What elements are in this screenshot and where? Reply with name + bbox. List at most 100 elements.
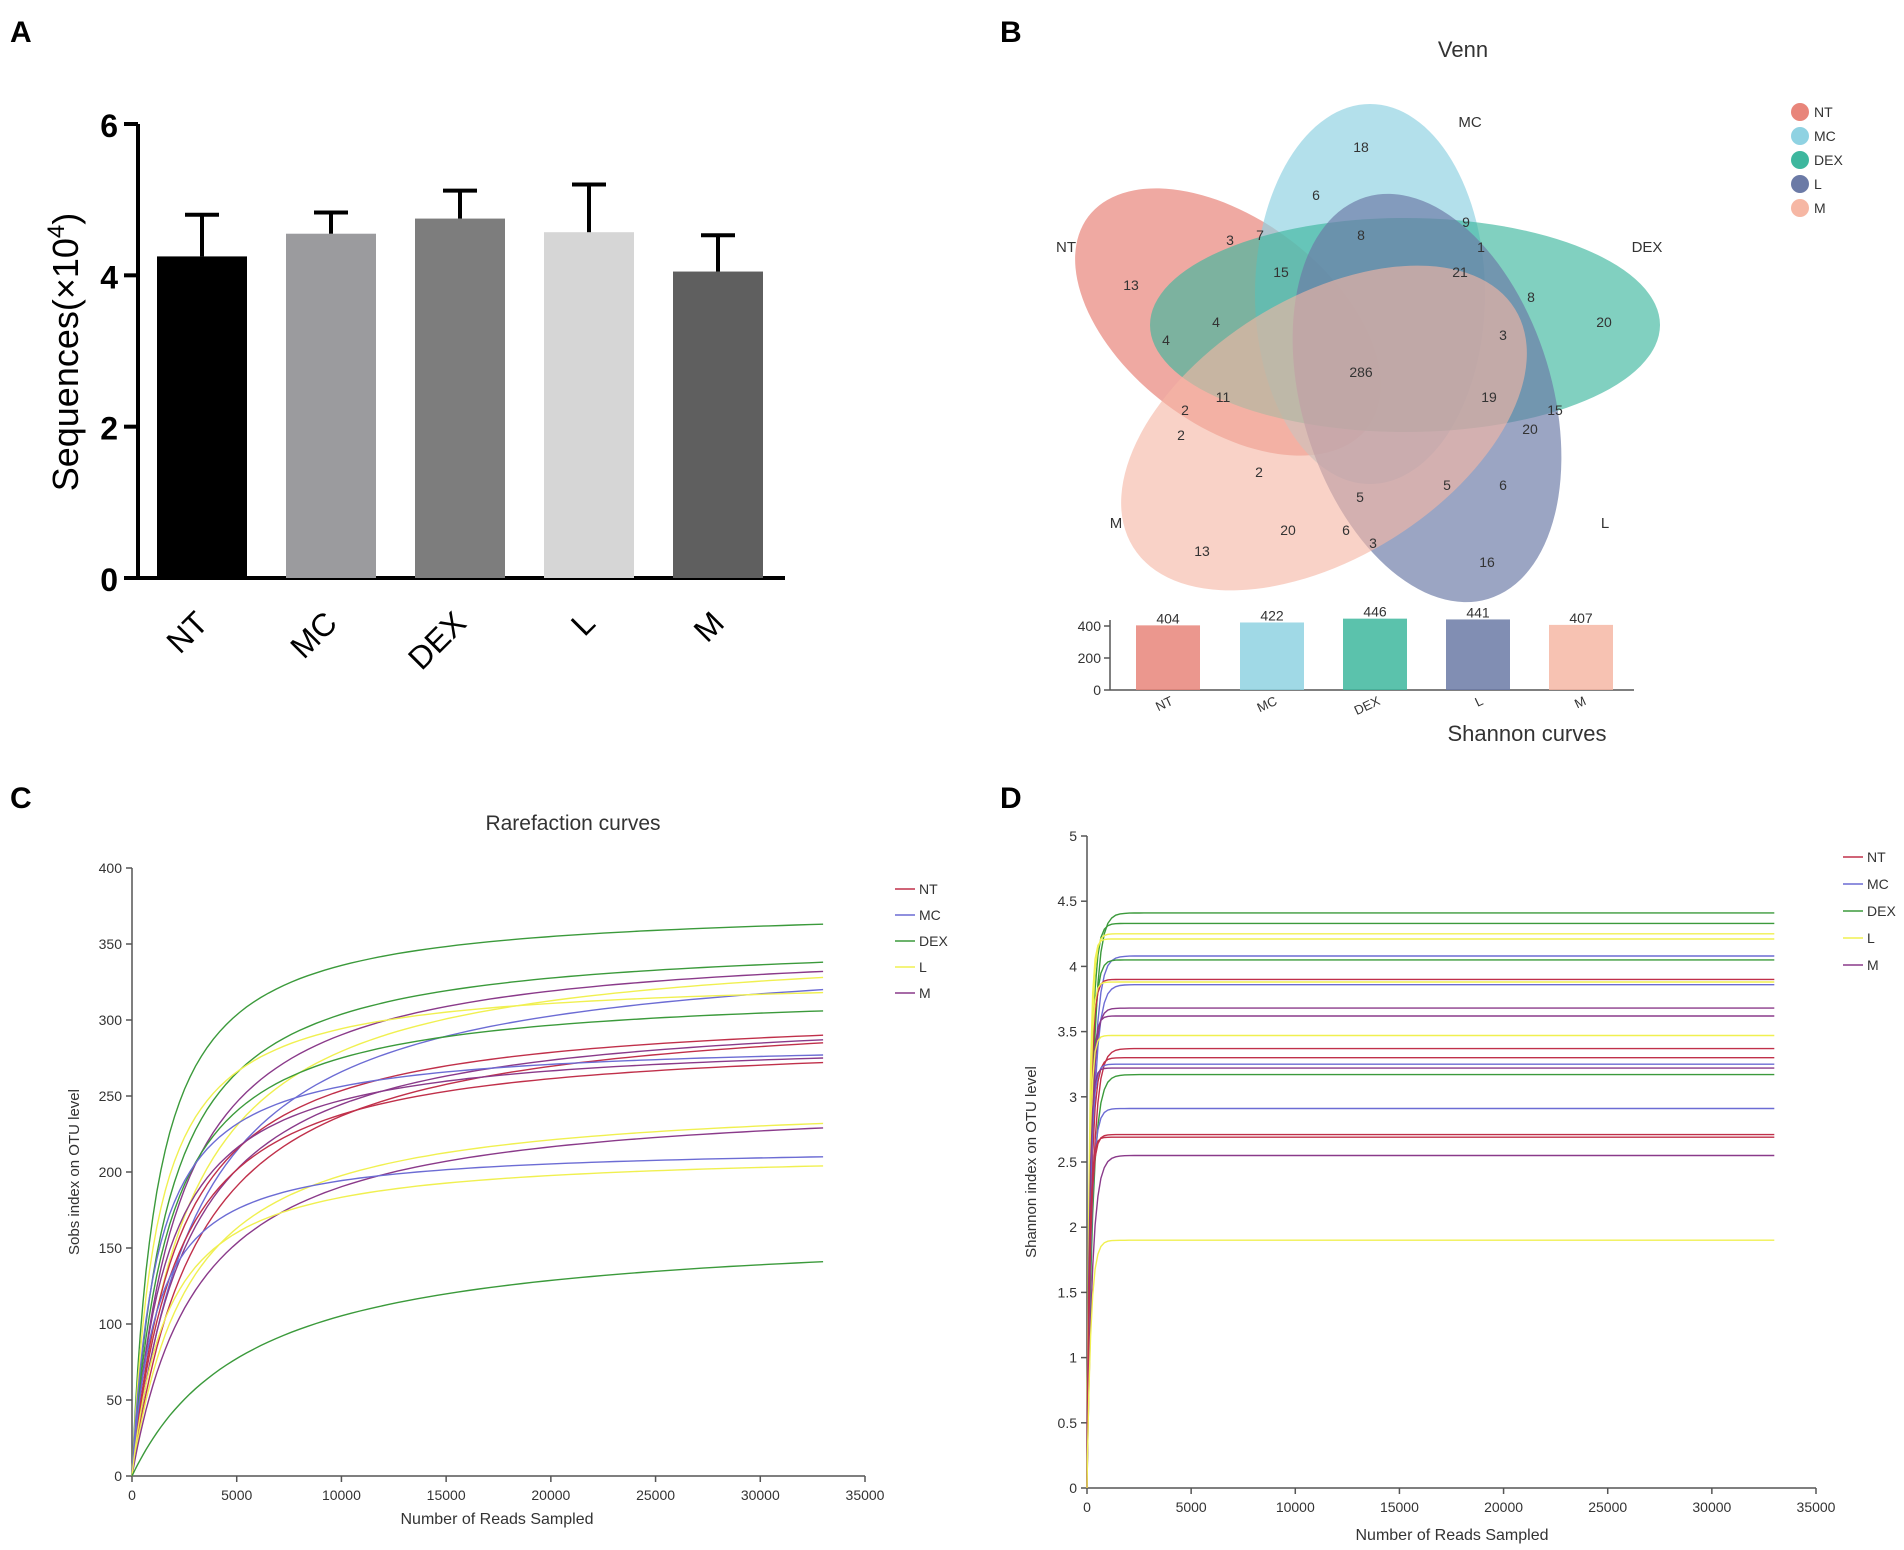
venn-region-count: 15 [1547, 402, 1563, 418]
a-bar-MC [286, 233, 376, 578]
series-line-M [1086, 1007, 1775, 1489]
venn-legend-label: DEX [1814, 152, 1843, 168]
series-line-DEX [131, 1010, 824, 1477]
venn-region-count: 21 [1452, 264, 1468, 280]
y-tick-label: 3.5 [1058, 1024, 1078, 1040]
y-tick-label: 0 [1069, 1480, 1077, 1496]
a-category-label: MC [283, 604, 344, 665]
series-line-DEX [131, 961, 824, 1477]
series-line-DEX [131, 1261, 824, 1477]
venn-region-count: 19 [1481, 389, 1497, 405]
venn-bar-y-tick: 200 [1078, 650, 1102, 666]
d-y-axis-label: Shannon index on OTU level [1023, 1066, 1040, 1258]
y-tick-label: 4 [1069, 958, 1077, 974]
venn-set-label: L [1601, 515, 1609, 532]
venn-region-count: 18 [1353, 139, 1369, 155]
series-line-MC [1086, 1063, 1775, 1489]
legend-label: NT [919, 881, 938, 897]
y-tick-label: 350 [99, 936, 123, 952]
venn-set-M [1121, 265, 1527, 591]
series-line-M [131, 970, 824, 1477]
venn-bar-category: DEX [1352, 693, 1383, 718]
venn-set-label: DEX [1632, 239, 1663, 256]
series-line-NT [1086, 1047, 1775, 1489]
y-tick-label: 100 [99, 1316, 123, 1332]
venn-legend-swatch [1791, 151, 1809, 169]
venn-legend-swatch [1791, 103, 1809, 121]
venn-region-count: 11 [1216, 389, 1231, 405]
venn-total-bar-M [1549, 624, 1613, 690]
series-line-L [131, 1165, 824, 1477]
venn-legend-label: MC [1814, 128, 1836, 144]
venn-total-label: 446 [1363, 604, 1387, 620]
legend-label: L [919, 959, 927, 975]
venn-region-count: 2 [1177, 427, 1185, 443]
c-x-axis-label: Number of Reads Sampled [401, 1511, 594, 1528]
series-line-MC [1086, 984, 1775, 1489]
venn-region-count: 2 [1255, 464, 1263, 480]
legend-label: M [919, 985, 931, 1001]
a-y-tick-label: 6 [100, 108, 118, 144]
bar-chart-sequences: 0 2 4 6 NT MC DEX L M Sequences(×104) [43, 108, 785, 676]
series-line-DEX [131, 923, 824, 1477]
legend-label: L [1867, 930, 1875, 946]
y-tick-label: 250 [99, 1088, 123, 1104]
series-line-MC [1086, 1107, 1775, 1489]
series-line-MC [131, 988, 824, 1477]
y-tick-label: 1.5 [1058, 1284, 1078, 1300]
series-line-L [131, 976, 824, 1477]
venn-bar-category: NT [1153, 693, 1175, 714]
series-line-L [1086, 938, 1775, 1489]
a-y-tick-label: 4 [100, 259, 118, 295]
a-y-tick-label: 0 [100, 562, 118, 598]
venn-set-label: M [1110, 515, 1123, 532]
venn-region-count: 3 [1499, 327, 1507, 343]
venn-bar-category: M [1572, 693, 1588, 711]
y-tick-label: 0.5 [1058, 1415, 1078, 1431]
series-line-NT [1086, 978, 1775, 1489]
venn-total-bar-MC [1240, 622, 1304, 690]
x-tick-label: 25000 [1588, 1499, 1627, 1515]
venn-region-count: 286 [1349, 364, 1373, 380]
panel-label-a: A [10, 16, 32, 49]
a-bar-DEX [415, 218, 505, 579]
shannon-chart: 0 5000 10000 15000 20000 25000 30000 35000 0 0.5 1… [1023, 828, 1896, 1544]
x-tick-label: 30000 [1692, 1499, 1731, 1515]
venn-region-count: 15 [1273, 264, 1289, 280]
venn-total-bar-NT [1136, 625, 1200, 690]
a-bar-NT [157, 256, 247, 578]
venn-region-count: 3 [1226, 232, 1234, 248]
series-line-M [1086, 1015, 1775, 1489]
a-y-axis-label: Sequences(×104) [43, 213, 86, 492]
a-category-label: M [687, 604, 731, 648]
panel-label-c: C [10, 782, 32, 815]
a-category-label: DEX [401, 604, 473, 676]
y-tick-label: 5 [1069, 828, 1077, 844]
venn-legend-label: M [1814, 200, 1826, 216]
y-tick-label: 1 [1069, 1350, 1077, 1366]
panel-label-d: D [1000, 782, 1022, 815]
series-line-DEX [1086, 959, 1775, 1489]
venn-bar-category: L [1472, 693, 1485, 710]
venn-region-count: 16 [1479, 554, 1495, 570]
y-tick-label: 0 [114, 1468, 122, 1484]
venn-region-count: 20 [1280, 522, 1296, 538]
series-line-M [131, 1039, 824, 1477]
venn-region-count: 2 [1181, 402, 1189, 418]
series-line-L [1086, 1239, 1775, 1489]
venn-legend-label: NT [1814, 104, 1833, 120]
d-x-axis-label: Number of Reads Sampled [1356, 1527, 1549, 1544]
y-tick-label: 300 [99, 1012, 123, 1028]
series-line-L [131, 991, 824, 1477]
series-line-M [131, 1127, 824, 1477]
series-line-MC [131, 1054, 824, 1477]
venn-total-bar-L [1446, 619, 1510, 690]
series-line-NT [1086, 1133, 1775, 1489]
x-tick-label: 15000 [1380, 1499, 1419, 1515]
x-tick-label: 20000 [1484, 1499, 1523, 1515]
venn-legend-swatch [1791, 175, 1809, 193]
venn-region-count: 13 [1194, 543, 1210, 559]
venn-bar-y-tick: 0 [1093, 682, 1101, 698]
legend-label: MC [919, 907, 941, 923]
